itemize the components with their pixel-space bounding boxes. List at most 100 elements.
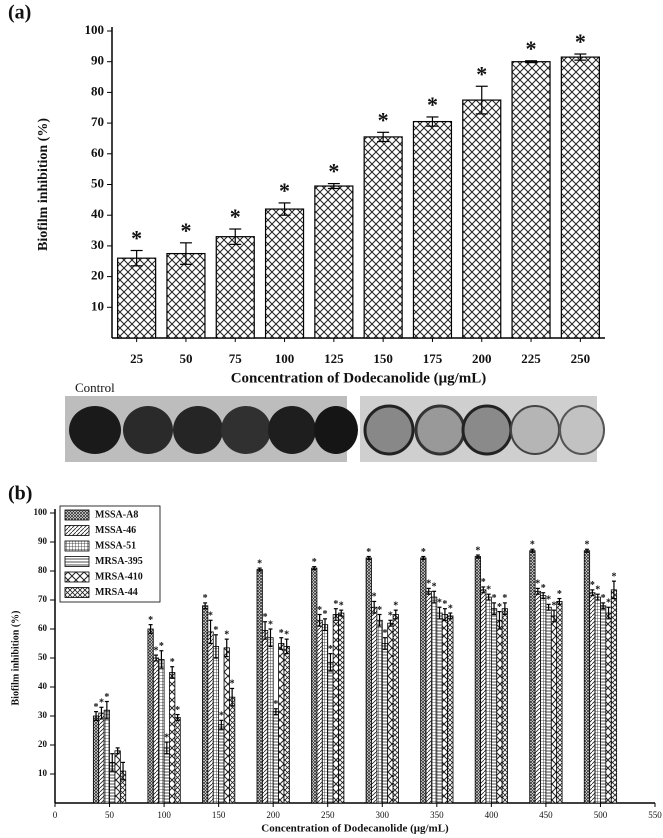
legend-swatch xyxy=(64,571,90,583)
bar xyxy=(321,624,329,804)
significance-marker: * xyxy=(372,592,377,603)
bar xyxy=(283,646,290,804)
bar xyxy=(431,596,438,804)
y-tick-label: 60 xyxy=(38,623,48,633)
bar xyxy=(501,608,508,804)
legend-box xyxy=(59,505,161,603)
significance-marker: * xyxy=(279,178,290,203)
bar xyxy=(158,659,165,804)
bar xyxy=(311,567,318,804)
significance-marker: * xyxy=(476,61,487,86)
bar xyxy=(278,643,285,804)
significance-marker: * xyxy=(175,705,180,716)
y-tick-label: 100 xyxy=(85,22,105,37)
significance-marker: * xyxy=(312,557,317,568)
x-tick-label: 125 xyxy=(324,351,344,366)
significance-marker: * xyxy=(388,611,393,622)
bar xyxy=(540,595,547,804)
y-tick-label: 80 xyxy=(91,83,104,98)
significance-marker: * xyxy=(535,579,540,590)
significance-marker: * xyxy=(159,641,164,652)
bar xyxy=(202,605,209,804)
photo-label: Control xyxy=(75,380,115,395)
significance-marker: * xyxy=(317,605,322,616)
y-tick-label: 80 xyxy=(38,565,48,575)
significance-marker: * xyxy=(378,107,389,132)
significance-marker: * xyxy=(328,159,339,184)
bar xyxy=(545,606,552,804)
y-tick-label: 60 xyxy=(91,145,104,160)
significance-marker: * xyxy=(546,595,551,606)
significance-marker: * xyxy=(323,609,328,620)
y-axis-title: Biofilm inhibition (%) xyxy=(36,118,51,251)
bar xyxy=(392,614,399,804)
bar xyxy=(529,550,536,804)
x-tick-label: 100 xyxy=(275,351,295,366)
significance-marker: * xyxy=(224,629,229,640)
bar xyxy=(103,709,110,804)
legend-swatch xyxy=(64,540,90,552)
bar xyxy=(363,136,403,339)
y-tick-label: 30 xyxy=(38,710,48,720)
x-axis-title: Concentration of Dodecanolide (μg/mL) xyxy=(261,823,449,835)
significance-marker: * xyxy=(427,92,438,117)
significance-marker: * xyxy=(526,36,537,61)
significance-marker: * xyxy=(180,218,191,243)
bar xyxy=(207,631,214,804)
significance-marker: * xyxy=(552,600,557,611)
significance-marker: * xyxy=(481,577,486,588)
bar xyxy=(147,628,154,804)
bar xyxy=(174,717,181,804)
bar xyxy=(511,61,551,339)
significance-marker: * xyxy=(333,599,338,610)
bar xyxy=(594,596,601,804)
x-tick-label: 0 xyxy=(53,810,58,820)
y-axis-title: Biofilm inhibition (%) xyxy=(10,610,21,705)
significance-marker: * xyxy=(530,540,535,551)
bar xyxy=(560,56,600,339)
significance-marker: * xyxy=(273,699,278,710)
legend-label: MSSA-A8 xyxy=(95,509,138,520)
x-tick-label: 50 xyxy=(105,810,115,820)
bar xyxy=(600,605,607,804)
y-tick-label: 20 xyxy=(91,268,104,283)
significance-marker: * xyxy=(584,540,589,551)
bar xyxy=(381,643,389,804)
bar xyxy=(365,557,372,804)
significance-marker: * xyxy=(208,611,213,622)
significance-marker: * xyxy=(164,732,169,743)
bar xyxy=(212,646,220,804)
y-tick-label: 30 xyxy=(91,237,104,252)
bar xyxy=(338,612,345,804)
significance-marker: * xyxy=(595,584,600,595)
bar xyxy=(474,556,481,804)
significance-marker: * xyxy=(230,204,241,229)
significance-marker: * xyxy=(557,589,562,600)
legend-label: MRSA-44 xyxy=(95,587,138,598)
y-tick-label: 90 xyxy=(91,53,104,68)
bar xyxy=(425,590,432,804)
significance-marker: * xyxy=(284,629,289,640)
significance-marker: * xyxy=(382,628,387,639)
legend-label: MSSA-51 xyxy=(95,540,136,551)
bar xyxy=(556,601,563,804)
bar xyxy=(229,696,236,804)
panel-label: (b) xyxy=(8,483,32,505)
bar xyxy=(412,120,453,339)
significance-marker: * xyxy=(257,558,262,569)
x-tick-label: 225 xyxy=(521,351,541,366)
x-tick-label: 350 xyxy=(430,810,444,820)
significance-marker: * xyxy=(486,584,491,595)
significance-marker: * xyxy=(497,602,502,613)
legend-label: MRSA-410 xyxy=(95,571,143,582)
significance-marker: * xyxy=(442,599,447,610)
significance-marker: * xyxy=(377,605,382,616)
y-tick-label: 50 xyxy=(91,175,104,190)
y-tick-label: 40 xyxy=(38,681,48,691)
bar xyxy=(223,647,230,804)
y-tick-label: 10 xyxy=(38,768,48,778)
significance-marker: * xyxy=(475,545,480,556)
x-tick-label: 200 xyxy=(266,810,280,820)
significance-marker: * xyxy=(541,583,546,594)
significance-marker: * xyxy=(590,580,595,591)
